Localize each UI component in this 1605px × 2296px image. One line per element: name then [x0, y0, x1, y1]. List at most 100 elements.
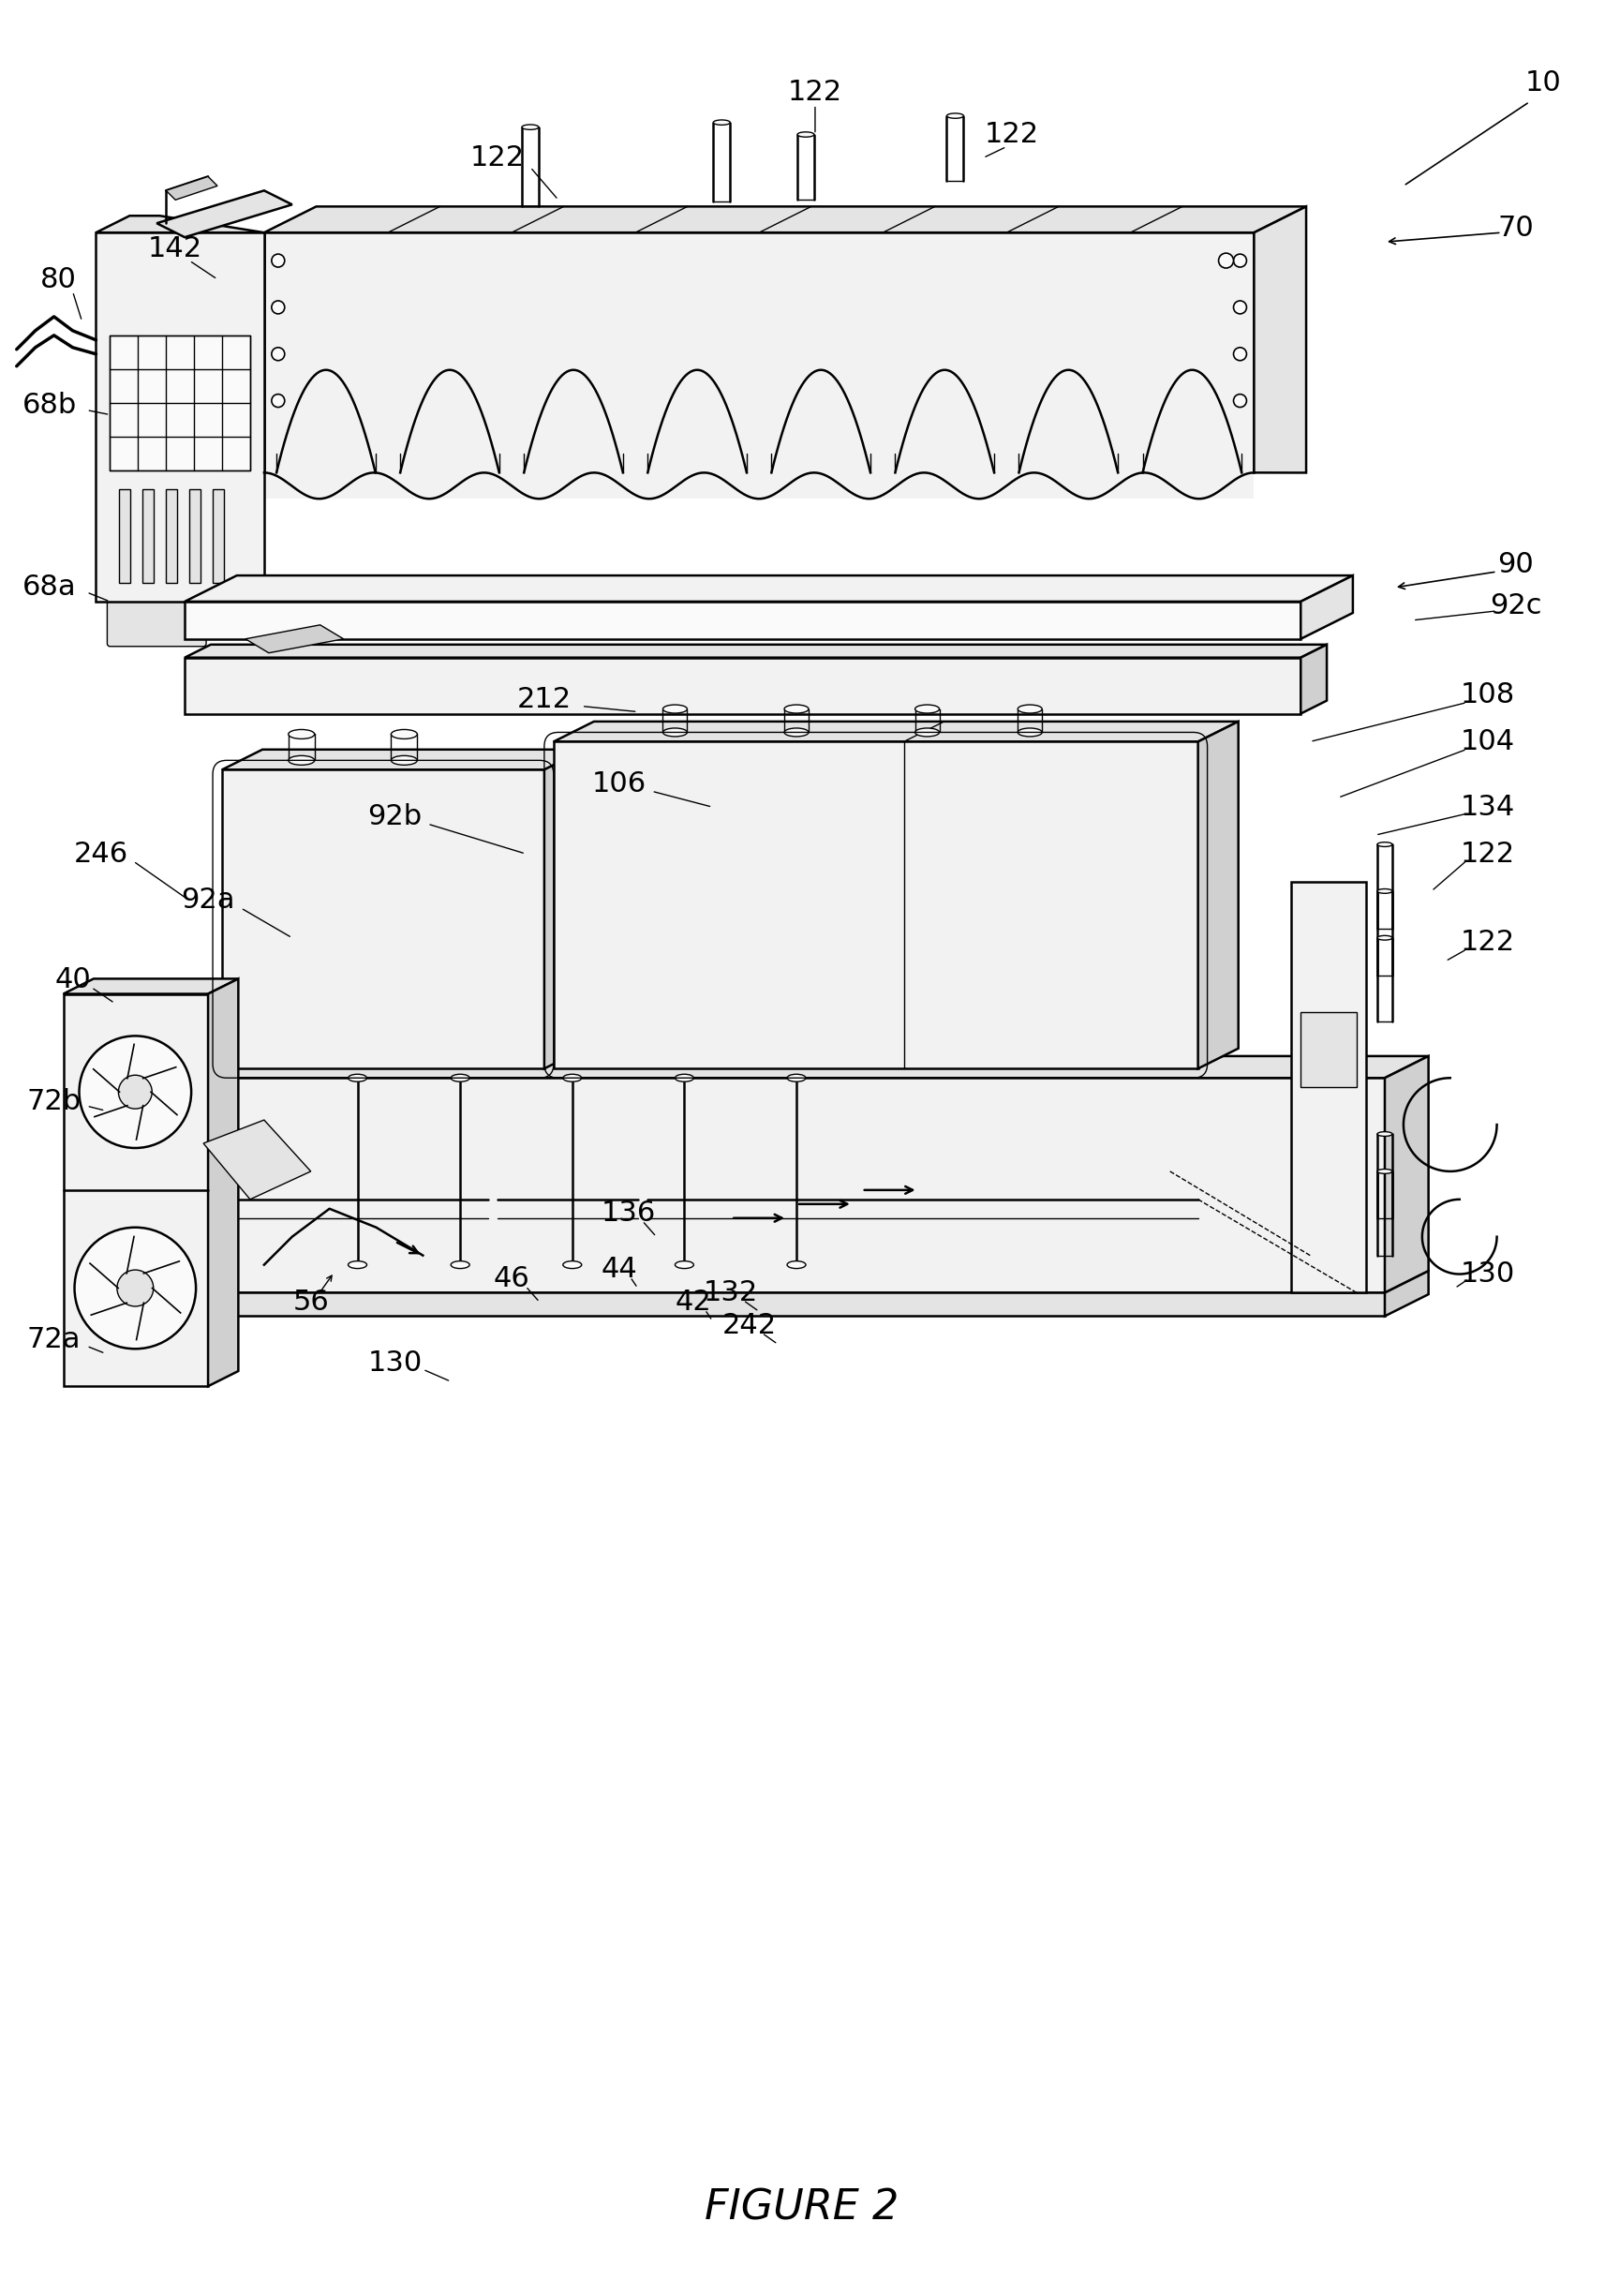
Circle shape	[271, 347, 284, 360]
Polygon shape	[111, 335, 250, 471]
Text: 130: 130	[368, 1350, 422, 1375]
Ellipse shape	[663, 728, 687, 737]
Ellipse shape	[915, 705, 939, 714]
Ellipse shape	[663, 705, 687, 714]
Polygon shape	[204, 602, 250, 638]
Text: 92a: 92a	[181, 886, 234, 914]
Text: 56: 56	[292, 1288, 329, 1316]
Ellipse shape	[785, 728, 809, 737]
Ellipse shape	[289, 730, 315, 739]
Polygon shape	[119, 489, 130, 583]
Text: 122: 122	[984, 122, 1038, 147]
Text: 92b: 92b	[368, 804, 422, 829]
Ellipse shape	[1377, 934, 1392, 939]
Text: 130: 130	[1461, 1261, 1515, 1288]
Text: 68a: 68a	[22, 574, 77, 602]
Text: 122: 122	[1461, 930, 1515, 955]
Polygon shape	[1197, 721, 1239, 1068]
Text: 92c: 92c	[1489, 592, 1541, 620]
Text: 132: 132	[703, 1279, 758, 1306]
Ellipse shape	[563, 1075, 581, 1081]
Ellipse shape	[947, 113, 963, 119]
Circle shape	[1234, 255, 1247, 266]
Ellipse shape	[676, 1261, 693, 1267]
Polygon shape	[185, 645, 1327, 657]
Text: 136: 136	[600, 1201, 655, 1226]
Polygon shape	[1292, 882, 1366, 1293]
Circle shape	[1234, 347, 1247, 360]
Text: 72b: 72b	[27, 1088, 82, 1116]
Polygon shape	[63, 978, 238, 994]
Polygon shape	[165, 177, 217, 200]
Polygon shape	[185, 602, 1300, 638]
Ellipse shape	[1377, 1132, 1392, 1137]
Text: FIGURE 2: FIGURE 2	[705, 2188, 899, 2229]
Text: 44: 44	[600, 1256, 637, 1283]
Polygon shape	[96, 232, 265, 602]
Circle shape	[271, 255, 284, 266]
Circle shape	[117, 1270, 154, 1306]
Circle shape	[271, 301, 284, 315]
Ellipse shape	[676, 1075, 693, 1081]
Ellipse shape	[786, 1075, 806, 1081]
Polygon shape	[1300, 1013, 1356, 1088]
Text: 68b: 68b	[22, 393, 77, 418]
Polygon shape	[554, 721, 1239, 742]
Ellipse shape	[786, 1261, 806, 1267]
Ellipse shape	[392, 755, 417, 765]
Polygon shape	[1300, 645, 1327, 714]
Polygon shape	[544, 748, 584, 1068]
Text: 70: 70	[1497, 214, 1534, 241]
Polygon shape	[204, 1120, 311, 1199]
Polygon shape	[213, 489, 225, 583]
Text: 122: 122	[470, 145, 525, 172]
Circle shape	[1218, 253, 1234, 269]
Polygon shape	[209, 978, 238, 1387]
Ellipse shape	[348, 1075, 368, 1081]
Ellipse shape	[1018, 705, 1042, 714]
Ellipse shape	[785, 705, 809, 714]
Ellipse shape	[348, 1261, 368, 1267]
Ellipse shape	[915, 728, 939, 737]
Ellipse shape	[451, 1261, 470, 1267]
Text: 80: 80	[40, 266, 77, 294]
Polygon shape	[96, 216, 265, 232]
Polygon shape	[246, 625, 343, 652]
Ellipse shape	[1377, 889, 1392, 893]
Text: 90: 90	[1497, 551, 1534, 579]
Text: 40: 40	[55, 967, 91, 994]
Text: 134: 134	[1461, 794, 1515, 820]
Circle shape	[1234, 301, 1247, 315]
Text: 122: 122	[1461, 840, 1515, 868]
Text: 242: 242	[722, 1311, 777, 1339]
Circle shape	[271, 395, 284, 406]
Ellipse shape	[1377, 843, 1392, 847]
Ellipse shape	[713, 119, 730, 124]
Text: 104: 104	[1461, 728, 1515, 755]
Text: 122: 122	[788, 78, 843, 106]
Polygon shape	[185, 657, 1300, 714]
Ellipse shape	[563, 1261, 581, 1267]
Ellipse shape	[451, 1075, 470, 1081]
Ellipse shape	[522, 124, 539, 129]
Ellipse shape	[392, 730, 417, 739]
Text: 106: 106	[592, 769, 647, 797]
Text: 246: 246	[74, 840, 128, 868]
Polygon shape	[185, 1293, 1385, 1316]
Polygon shape	[185, 1077, 1385, 1293]
Text: 142: 142	[148, 234, 202, 262]
Text: 46: 46	[493, 1265, 530, 1293]
Circle shape	[74, 1228, 196, 1348]
Polygon shape	[1254, 207, 1306, 473]
Polygon shape	[63, 994, 209, 1387]
Ellipse shape	[289, 755, 315, 765]
Polygon shape	[554, 742, 1197, 1068]
Text: 72a: 72a	[27, 1325, 80, 1352]
Polygon shape	[1300, 576, 1353, 638]
Polygon shape	[221, 769, 544, 1068]
Ellipse shape	[1018, 728, 1042, 737]
Polygon shape	[1385, 1272, 1428, 1316]
Polygon shape	[143, 489, 154, 583]
Text: 42: 42	[676, 1288, 713, 1316]
Ellipse shape	[798, 131, 814, 138]
